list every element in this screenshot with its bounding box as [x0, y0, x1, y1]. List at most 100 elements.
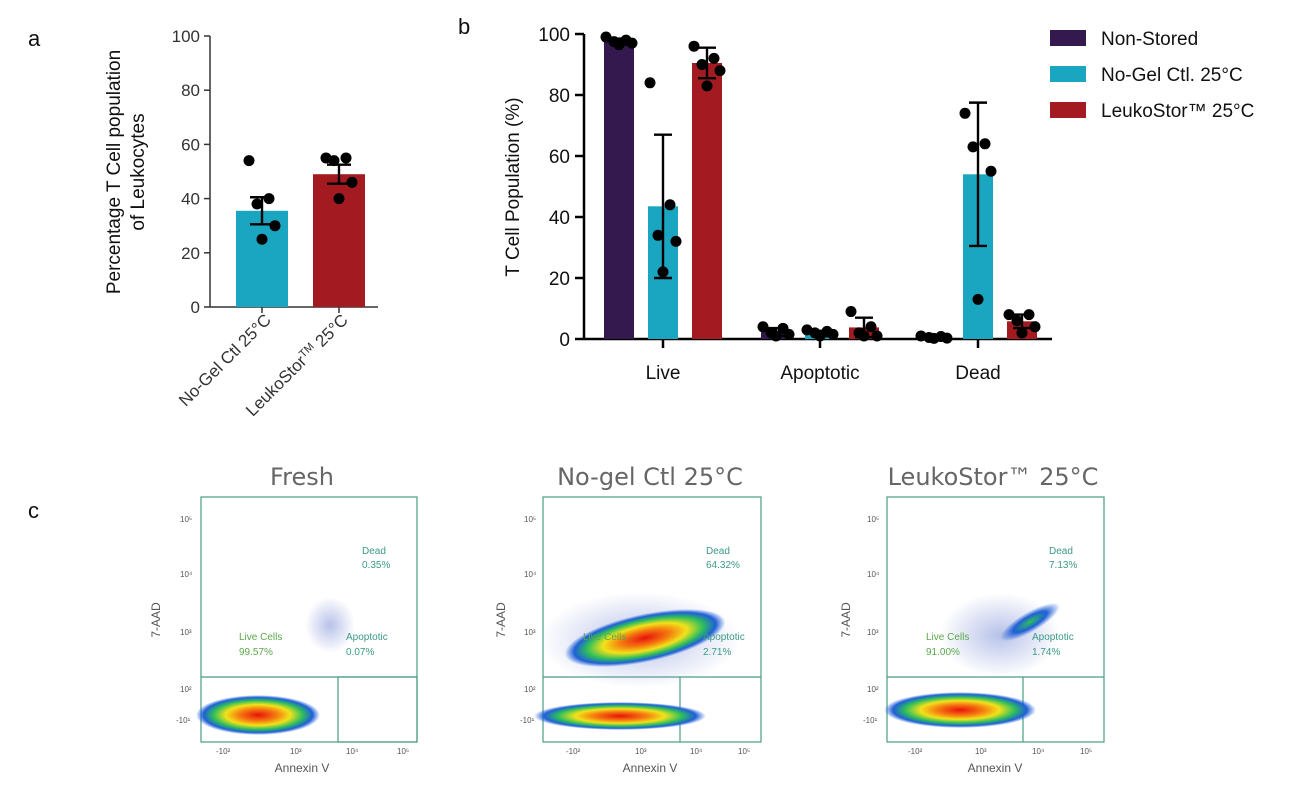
gate-dead: [200, 496, 418, 743]
chart-b-data-point: [1016, 327, 1028, 339]
y-tick: 10³: [180, 628, 192, 637]
chart-b-data-point: [696, 59, 708, 70]
y-tick: 10³: [867, 628, 879, 637]
flow-title-fresh: Fresh: [270, 463, 334, 491]
flow-title-leukostor: LeukoStor™ 25°C: [888, 463, 1099, 491]
apoptotic-percent: 1.74%: [1032, 647, 1060, 658]
chart-a-data-point: [328, 155, 340, 167]
y-axis-label: 7-AAD: [494, 602, 508, 638]
event-density: [884, 692, 1036, 728]
chart-a: Percentage T Cell population of Leukocyt…: [104, 27, 378, 420]
chart-b-legend-label: Non-Stored: [1101, 29, 1198, 50]
x-tick: -10²: [566, 747, 581, 756]
chart-a-y-tick-label: 80: [181, 81, 200, 100]
chart-b-data-point: [1029, 321, 1041, 333]
event-density: [564, 608, 726, 668]
chart-b-data-point: [626, 37, 638, 49]
y-tick: 10⁴: [867, 570, 880, 579]
chart-b-data-point: [979, 138, 991, 150]
chart-b-legend-swatch: [1050, 102, 1086, 118]
chart-a-data-point: [346, 176, 358, 188]
event-haze: [305, 597, 355, 653]
apoptotic-label: Apoptotic: [703, 632, 745, 643]
panel-label-b: b: [458, 14, 470, 39]
y-tick: 10²: [867, 685, 879, 694]
flow-cytometry-panels: Fresh Dead 0.35% Live Cells 99.57% Apopt…: [149, 463, 1105, 775]
dead-percent: 0.35%: [362, 560, 390, 571]
dead-label: Dead: [706, 546, 730, 557]
chart-a-data-point: [269, 220, 281, 232]
chart-b-data-point: [967, 141, 979, 153]
chart-b-data-point: [657, 266, 669, 278]
chart-b-y-tick-label: 60: [549, 147, 570, 168]
y-tick: 10³: [524, 628, 536, 637]
y-tick: -10¹: [520, 716, 535, 725]
x-tick: 10⁵: [738, 747, 750, 756]
chart-b-data-point: [827, 328, 839, 340]
chart-b-data-point: [613, 39, 625, 51]
chart-b-legend-label: LeukoStor™ 25°C: [1101, 101, 1254, 122]
chart-a-data-point: [333, 193, 345, 205]
live-percent: 91.00%: [926, 647, 960, 658]
chart-b-x-tick-label: Apoptotic: [780, 363, 859, 384]
y-axis-label: 7-AAD: [149, 602, 163, 638]
x-tick: 10³: [635, 747, 647, 756]
event-density: [196, 695, 320, 735]
chart-b-data-point: [1011, 315, 1023, 327]
dead-label: Dead: [1049, 546, 1073, 557]
chart-b-data-point: [845, 306, 857, 318]
x-tick: 10⁴: [690, 747, 703, 756]
chart-b-y-tick-label: 0: [559, 330, 570, 351]
chart-b-data-point: [985, 165, 997, 177]
chart-b-data-point: [871, 330, 883, 342]
chart-b-x-tick-label: Live: [646, 363, 681, 384]
x-axis-label: Annexin V: [275, 761, 330, 775]
chart-b-y-tick-label: 80: [549, 86, 570, 107]
chart-b-ylabel: T Cell Population (%): [503, 97, 524, 276]
chart-b-data-point: [770, 330, 782, 342]
chart-b-data-point: [600, 31, 612, 43]
x-tick: -10²: [216, 747, 231, 756]
flow-plot-fresh: Fresh Dead 0.35% Live Cells 99.57% Apopt…: [149, 463, 418, 775]
y-tick: 10⁵: [180, 515, 192, 524]
chart-b-data-point: [708, 52, 720, 64]
x-tick: 10⁴: [346, 747, 359, 756]
flow-plot-leukostor: LeukoStor™ 25°C Dead 7.13% Live Cells 91…: [839, 463, 1105, 775]
x-axis-label: Annexin V: [968, 761, 1023, 775]
gate-apoptotic-lower: [337, 676, 418, 743]
apoptotic-label: Apoptotic: [346, 632, 388, 643]
chart-b-data-point: [1023, 309, 1035, 321]
chart-b-data-point: [757, 321, 769, 333]
x-axis-label: Annexin V: [623, 761, 678, 775]
chart-a-data-point: [251, 198, 263, 210]
chart-a-y-tick-label: 20: [181, 244, 200, 263]
event-density-lower: [534, 702, 706, 730]
chart-b-bar: [692, 62, 722, 339]
chart-b-y-tick-label: 100: [538, 25, 570, 46]
chart-b: T Cell Population (%) 0 20 40 60 80 100 Live Ap…: [503, 25, 1254, 384]
chart-b-data-point: [1003, 309, 1015, 321]
chart-b-data-point: [664, 199, 676, 211]
apoptotic-percent: 0.07%: [346, 647, 374, 658]
dead-label: Dead: [362, 546, 386, 557]
flow-title-no-gel: No-gel Ctl 25°C: [557, 463, 743, 491]
y-tick: 10⁴: [524, 570, 537, 579]
chart-a-data-point: [263, 193, 275, 205]
x-tick: 10³: [975, 747, 987, 756]
chart-b-data-point: [928, 332, 940, 344]
gate-dead: [542, 496, 762, 743]
chart-b-data-point: [644, 77, 656, 89]
live-label: Live Cells: [583, 632, 626, 643]
chart-b-data-point: [670, 235, 682, 247]
chart-a-data-point: [340, 152, 352, 164]
chart-b-x-tick-label: Dead: [955, 363, 1000, 384]
x-tick: 10⁵: [1080, 747, 1092, 756]
panel-label-a: a: [28, 26, 41, 51]
chart-b-data-point: [714, 65, 726, 77]
x-tick: 10³: [290, 747, 302, 756]
chart-b-data-point: [941, 332, 953, 344]
y-tick: -10¹: [863, 716, 878, 725]
chart-a-y-tick-label: 60: [181, 135, 200, 154]
chart-b-data-point: [814, 330, 826, 342]
x-tick: -10²: [908, 747, 923, 756]
